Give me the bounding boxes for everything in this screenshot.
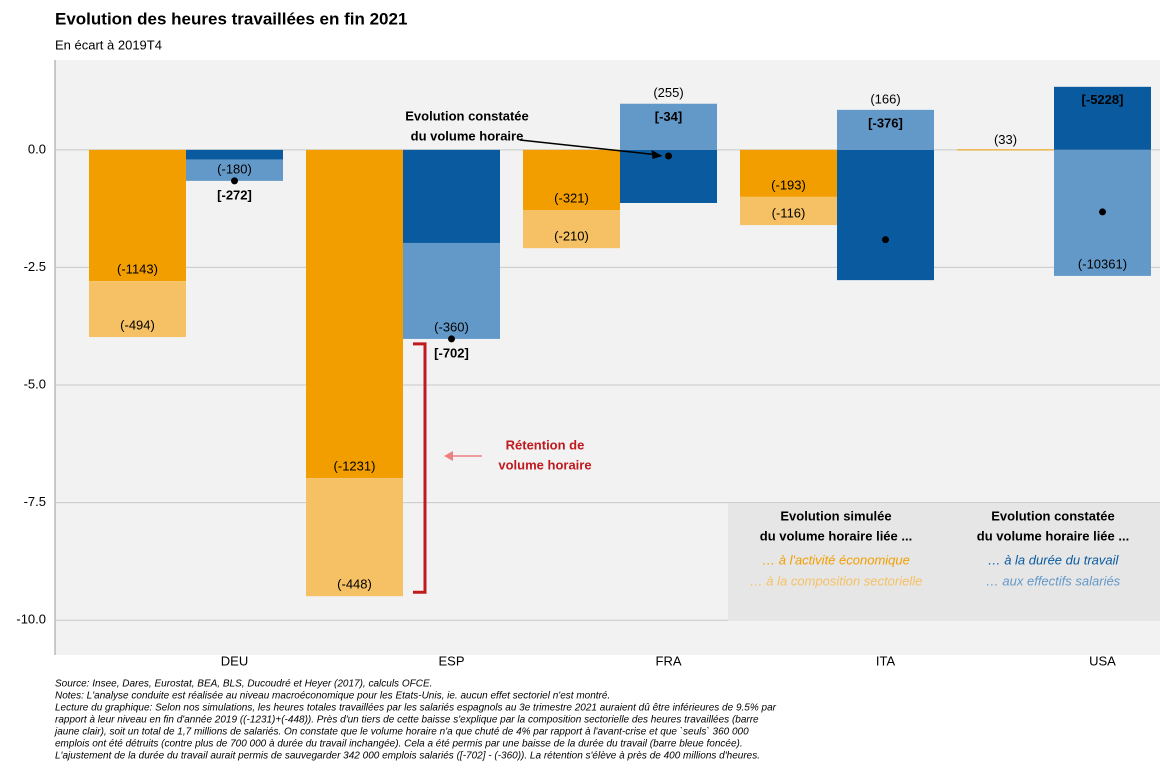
bar (186, 149, 283, 160)
bar (837, 109, 934, 150)
bar-label: (33) (994, 132, 1017, 147)
y-tick-label: -2.5 (24, 259, 46, 274)
bar-label: (-1231) (334, 459, 376, 474)
bar (740, 149, 837, 197)
bar (523, 210, 620, 249)
arrow-head (651, 149, 663, 159)
bracket-label: [-34] (655, 109, 682, 124)
annotation: volume horaire (498, 457, 591, 472)
legend-entry: … à la durée du travail (988, 552, 1120, 567)
bar-label: (-494) (120, 317, 155, 332)
legend-entry: … aux effectifs salariés (986, 573, 1121, 588)
total-dot (448, 335, 455, 343)
legend-title: Evolution simulée (780, 508, 891, 523)
legend-entry: … à la composition sectorielle (750, 573, 923, 588)
bar (620, 103, 717, 150)
bar (957, 149, 1054, 151)
total-dot (1099, 208, 1106, 216)
bar (1054, 86, 1151, 150)
annotation: Evolution constatée (405, 108, 529, 123)
footnote: L'ajustement de la durée du travail aura… (55, 751, 760, 762)
annotation-arrow (519, 139, 659, 156)
bar-label: (-321) (554, 190, 589, 205)
bar (89, 281, 186, 338)
footnote: Source: Insee, Dares, Eurostat, BEA, BLS… (55, 679, 432, 690)
bar (306, 478, 403, 597)
chart-title: Evolution des heures travaillées en fin … (55, 9, 407, 28)
total-dot (665, 152, 672, 160)
bracket-label: [-702] (434, 345, 469, 360)
arrow-head (444, 451, 453, 461)
bar (403, 242, 500, 339)
legend-entry: … à l'activité économique (762, 552, 910, 567)
bar-label: (166) (870, 91, 900, 106)
x-tick-label: USA (1089, 653, 1116, 668)
retention-bracket (413, 342, 427, 594)
legend-title: du volume horaire liée ... (760, 528, 912, 543)
y-tick-label: 0.0 (28, 141, 46, 156)
bar-label: (-116) (772, 206, 806, 221)
bar (89, 149, 186, 282)
footnote: emplois ont été détruits (contre plus de… (55, 739, 743, 750)
bar-label: (-210) (554, 229, 589, 244)
x-tick-label: ESP (438, 653, 464, 668)
total-dot (882, 236, 889, 244)
x-tick-label: ITA (876, 653, 896, 668)
annotation: du volume horaire (411, 128, 524, 143)
bar (740, 196, 837, 226)
bar-label: (-360) (434, 319, 469, 334)
bar-label: (-448) (337, 577, 372, 592)
chart-subtitle: En écart à 2019T4 (55, 37, 162, 52)
bar (186, 159, 283, 181)
bar-label: (-10361) (1078, 256, 1127, 271)
bar (403, 149, 500, 243)
footnote: Notes: L'analyse conduite est réalisée a… (55, 691, 610, 702)
bar (523, 149, 620, 211)
bracket-label: [-376] (868, 115, 903, 130)
legend-title: du volume horaire liée ... (977, 528, 1129, 543)
legend-box (728, 503, 1160, 621)
bar-label: (-1143) (117, 262, 158, 277)
y-tick-label: -10.0 (16, 612, 46, 627)
footnote: jaune clair), soit un total de 1,7 milli… (53, 726, 749, 738)
annotation: Rétention de (506, 437, 585, 452)
legend-title: Evolution constatée (991, 508, 1115, 523)
bar (837, 149, 934, 281)
bar-label: (-180) (217, 161, 252, 176)
footnote: rapport à leur niveau en fin d'année 201… (55, 715, 759, 726)
bracket-label: [-5228] (1082, 92, 1124, 107)
footnote: Lecture du graphique: Selon nos simulati… (55, 703, 777, 714)
bracket-label: [-272] (217, 187, 252, 202)
total-dot (231, 177, 238, 185)
y-tick-label: -7.5 (24, 494, 46, 509)
bar-label: (-193) (771, 177, 806, 192)
y-tick-label: -5.0 (24, 376, 46, 391)
x-tick-label: DEU (221, 653, 248, 668)
x-tick-label: FRA (656, 653, 682, 668)
bar-label: (255) (653, 85, 683, 100)
bar (306, 149, 403, 479)
